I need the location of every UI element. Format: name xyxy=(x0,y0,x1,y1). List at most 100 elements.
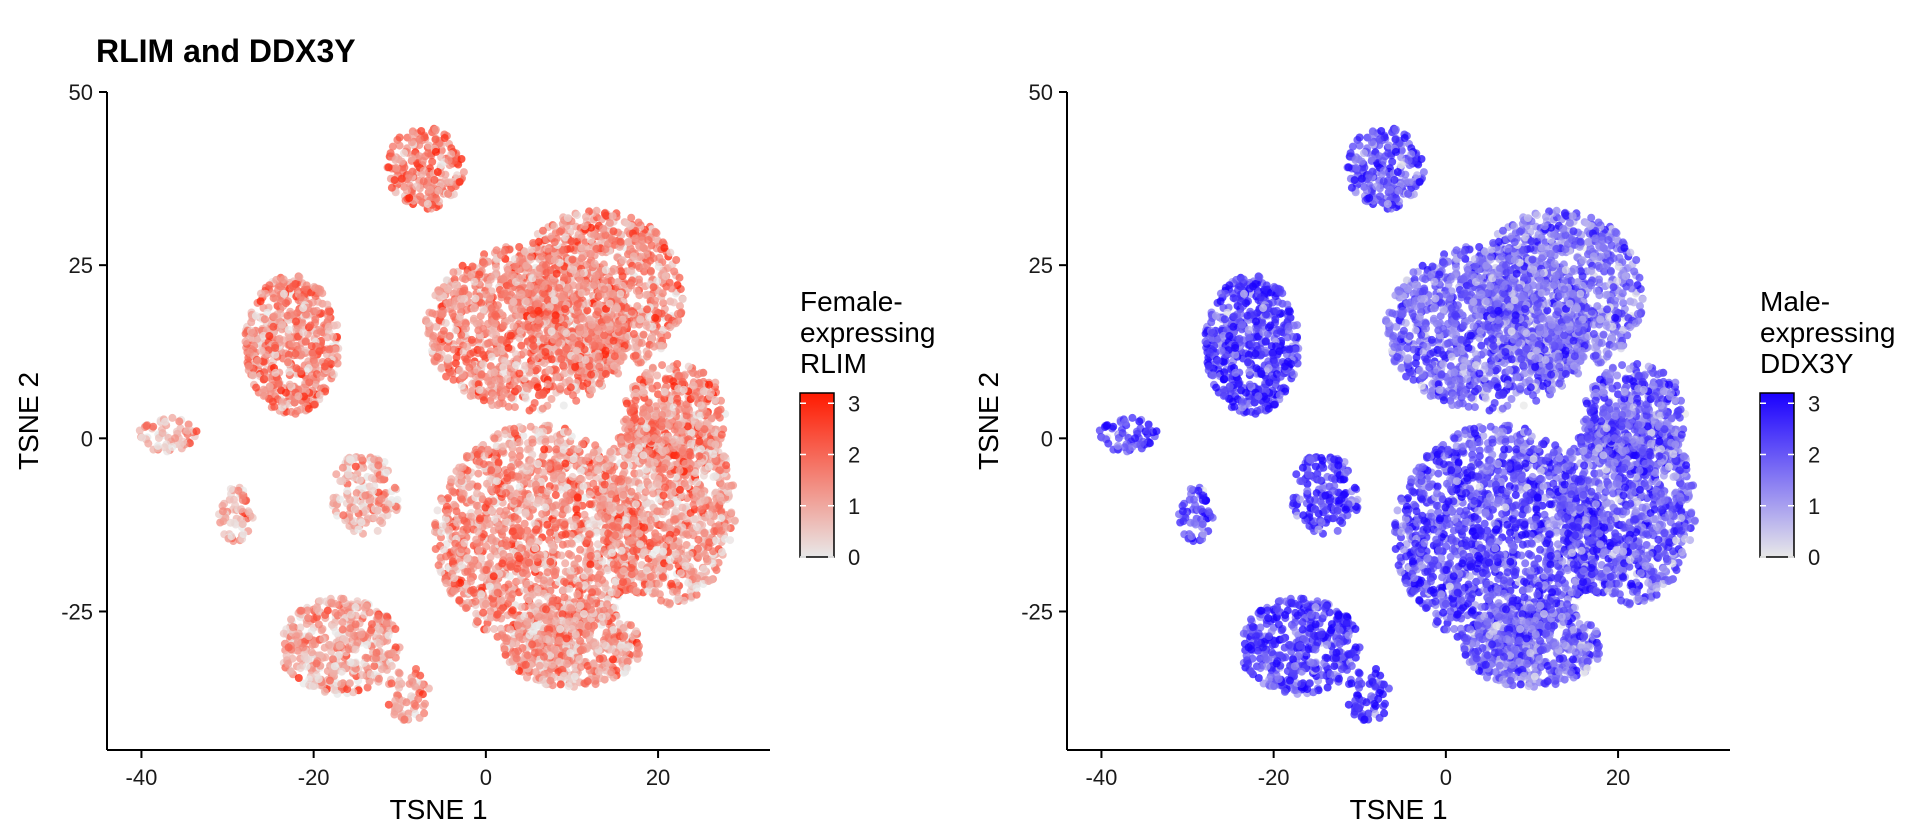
data-point xyxy=(538,404,547,413)
data-point xyxy=(373,506,382,515)
data-point xyxy=(419,166,428,175)
data-point xyxy=(522,580,531,589)
data-point xyxy=(477,590,486,599)
data-point xyxy=(642,321,651,330)
data-point xyxy=(395,704,404,713)
data-point xyxy=(416,192,425,201)
data-point xyxy=(646,256,655,265)
data-point xyxy=(499,275,508,283)
data-point xyxy=(539,390,548,399)
data-point xyxy=(661,272,670,281)
data-point xyxy=(311,360,320,369)
data-point xyxy=(363,683,372,692)
data-point xyxy=(475,385,484,394)
data-point xyxy=(468,262,477,271)
data-point xyxy=(346,610,355,619)
data-point xyxy=(550,518,559,527)
data-point xyxy=(501,358,510,367)
data-point xyxy=(631,351,640,360)
data-point xyxy=(500,511,509,520)
data-point xyxy=(270,402,279,411)
data-point xyxy=(381,505,390,514)
data-point xyxy=(593,466,602,475)
data-point xyxy=(259,357,268,366)
data-point xyxy=(654,262,663,271)
data-point xyxy=(568,255,577,264)
data-point xyxy=(559,401,568,410)
data-point xyxy=(567,237,576,246)
data-point xyxy=(576,269,585,278)
data-point xyxy=(601,266,610,274)
data-point xyxy=(527,361,536,370)
data-point xyxy=(472,501,481,510)
data-point xyxy=(595,379,604,388)
data-point xyxy=(305,675,314,684)
data-point xyxy=(335,650,344,659)
data-point xyxy=(346,658,355,667)
data-point xyxy=(560,520,569,529)
data-point xyxy=(271,350,280,359)
data-point xyxy=(514,384,522,393)
data-point xyxy=(327,368,336,377)
data-point xyxy=(415,141,424,150)
data-point xyxy=(338,625,347,634)
data-point xyxy=(672,256,681,264)
data-point xyxy=(537,252,546,261)
data-point xyxy=(603,315,611,324)
data-point xyxy=(367,620,376,629)
data-point xyxy=(226,518,235,527)
data-point xyxy=(557,474,566,482)
data-point xyxy=(431,147,440,156)
data-point xyxy=(314,620,323,629)
data-point xyxy=(377,665,386,674)
data-point xyxy=(463,554,472,563)
data-point xyxy=(332,470,341,479)
data-point xyxy=(639,330,648,339)
data-point xyxy=(433,353,442,361)
data-point xyxy=(485,582,494,591)
data-point xyxy=(312,306,321,315)
data-point xyxy=(306,321,315,330)
data-point xyxy=(274,380,283,389)
data-point xyxy=(291,349,300,358)
data-point xyxy=(376,516,385,525)
data-point xyxy=(522,384,531,393)
data-point xyxy=(358,671,367,680)
data-point xyxy=(600,331,608,340)
data-point xyxy=(637,339,646,347)
data-point xyxy=(549,545,557,554)
data-point xyxy=(520,519,529,528)
data-point xyxy=(315,347,324,356)
data-point xyxy=(252,383,261,392)
data-point xyxy=(307,648,316,657)
data-point xyxy=(338,477,347,486)
data-point xyxy=(525,492,534,501)
data-point xyxy=(256,289,265,298)
data-point xyxy=(324,307,333,316)
data-point xyxy=(431,135,440,144)
data-point xyxy=(357,518,366,527)
data-point xyxy=(447,150,456,159)
data-point xyxy=(560,498,569,507)
data-point xyxy=(651,296,659,305)
data-point xyxy=(507,393,516,402)
data-point xyxy=(296,293,305,302)
data-point xyxy=(259,391,268,400)
data-point xyxy=(601,245,610,254)
data-point xyxy=(386,149,395,158)
data-point xyxy=(573,493,582,502)
data-point xyxy=(642,291,651,299)
data-point xyxy=(644,350,653,359)
data-point xyxy=(520,348,529,357)
data-point xyxy=(462,305,471,314)
data-point xyxy=(383,612,391,621)
data-point xyxy=(514,551,523,560)
data-point xyxy=(508,440,517,449)
data-point xyxy=(525,406,534,415)
data-point xyxy=(259,385,268,394)
data-point xyxy=(567,539,576,547)
data-point xyxy=(618,272,627,281)
data-point xyxy=(353,638,362,647)
data-point xyxy=(521,508,530,517)
data-point xyxy=(600,209,609,218)
